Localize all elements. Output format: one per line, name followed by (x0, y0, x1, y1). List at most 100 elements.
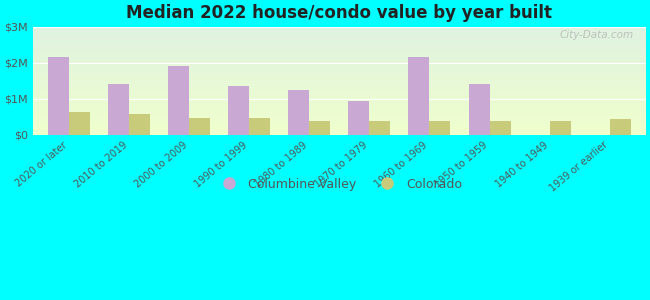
Bar (32, 32, 646, 33)
Bar (32, 57, 646, 58)
Bar (32, 80, 646, 81)
Bar (32, 79, 646, 80)
Bar (32, 73, 646, 74)
Bar (32, 81, 646, 82)
Bar (32, 123, 646, 124)
Bar (32, 74, 646, 75)
Bar (32, 86, 646, 87)
Bar (32, 77, 646, 78)
Bar (32, 85, 646, 86)
Bar (32, 42, 646, 43)
Bar (108, 84, 129, 135)
Bar (32, 28, 646, 29)
Bar (32, 82, 646, 83)
Bar (32, 127, 646, 128)
Bar (32, 50, 646, 51)
Bar (32, 78, 646, 79)
Bar (32, 38, 646, 39)
Bar (48, 57, 69, 135)
Bar (32, 33, 646, 34)
Bar (32, 100, 646, 101)
Bar (369, 121, 391, 135)
Bar (32, 97, 646, 98)
Bar (32, 132, 646, 133)
Bar (32, 90, 646, 91)
Bar (32, 125, 646, 126)
Bar (32, 29, 646, 30)
Bar (32, 60, 646, 61)
Bar (32, 93, 646, 94)
Bar (32, 110, 646, 111)
Bar (32, 39, 646, 40)
Bar (32, 30, 646, 31)
Bar (408, 57, 430, 135)
Bar (32, 58, 646, 59)
Bar (32, 92, 646, 93)
Bar (32, 36, 646, 37)
Bar (32, 45, 646, 46)
Bar (32, 43, 646, 44)
Bar (32, 128, 646, 129)
Bar (32, 69, 646, 70)
Bar (32, 56, 646, 57)
Bar (32, 75, 646, 76)
Bar (189, 118, 210, 135)
Bar (32, 41, 646, 42)
Bar (32, 51, 646, 52)
Bar (32, 126, 646, 127)
Bar (32, 94, 646, 95)
Bar (32, 54, 646, 55)
Bar (32, 83, 646, 84)
Bar (32, 117, 646, 118)
Bar (32, 46, 646, 47)
Bar (32, 108, 646, 109)
Bar (32, 103, 646, 104)
Bar (32, 61, 646, 62)
Bar (32, 84, 646, 85)
Bar (32, 62, 646, 63)
Bar (32, 27, 646, 28)
Bar (32, 63, 646, 64)
Bar (32, 64, 646, 65)
Bar (32, 67, 646, 68)
Bar (32, 52, 646, 53)
Bar (32, 105, 646, 106)
Bar (32, 53, 646, 54)
Bar (32, 104, 646, 105)
Bar (32, 70, 646, 71)
Bar (32, 106, 646, 107)
Bar (32, 59, 646, 60)
Title: Median 2022 house/condo value by year built: Median 2022 house/condo value by year bu… (126, 4, 552, 22)
Bar (32, 133, 646, 134)
Bar (32, 111, 646, 112)
Bar (32, 101, 646, 102)
Legend: Columbine Valley, Colorado: Columbine Valley, Colorado (211, 173, 467, 196)
Bar (32, 114, 646, 115)
Bar (32, 26, 646, 27)
Bar (32, 48, 646, 49)
Bar (32, 95, 646, 96)
Bar (550, 121, 571, 135)
Bar (32, 102, 646, 103)
Bar (32, 130, 646, 131)
Bar (288, 90, 309, 135)
Bar (32, 34, 646, 35)
Bar (32, 76, 646, 77)
Bar (32, 68, 646, 69)
Bar (32, 72, 646, 73)
Bar (32, 87, 646, 88)
Bar (32, 107, 646, 108)
Bar (430, 121, 450, 135)
Bar (469, 84, 489, 135)
Bar (69, 112, 90, 135)
Bar (348, 100, 369, 135)
Bar (32, 44, 646, 45)
Bar (32, 65, 646, 66)
Bar (32, 122, 646, 123)
Bar (32, 120, 646, 121)
Bar (32, 89, 646, 90)
Bar (32, 115, 646, 116)
Text: City-Data.com: City-Data.com (560, 30, 634, 40)
Bar (489, 121, 511, 135)
Bar (32, 71, 646, 72)
